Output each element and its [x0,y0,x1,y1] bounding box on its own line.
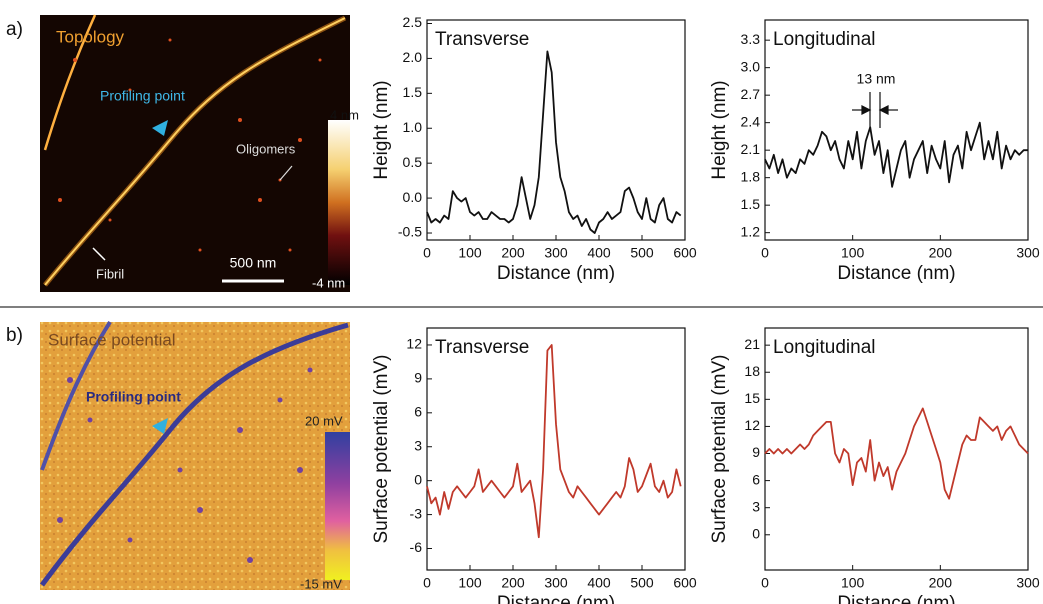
x-tick-label: 200 [929,245,953,261]
y-tick-label: 6 [752,471,760,487]
x-tick-label: 100 [458,245,482,261]
y-axis-label: Surface potential (mV) [371,354,392,543]
x-axis-label: Distance (nm) [497,263,615,284]
x-tick-label: 300 [544,245,568,261]
image-title: Surface potential [48,330,176,349]
panel-label: a) [6,19,23,40]
image-annotation: Profiling point [86,389,181,405]
y-tick-label: -6 [410,539,423,555]
y-tick-label: 1.2 [741,223,761,239]
x-tick-label: 300 [1016,575,1040,591]
y-tick-label: 0.0 [403,189,423,205]
y-tick-label: 1.0 [403,119,423,135]
y-tick-label: 9 [414,370,422,386]
topology-image [40,14,350,292]
x-tick-label: 0 [761,575,769,591]
x-axis-label: Distance (nm) [837,593,955,604]
colorbar-min: -15 mV [300,576,342,591]
x-tick-label: 500 [630,575,654,591]
plot-frame [764,327,1029,571]
y-tick-label: 2.7 [741,86,761,102]
y-tick-label: 2.0 [403,49,423,65]
y-axis-label: Surface potential (mV) [709,354,730,543]
line [426,344,682,539]
x-tick-label: 500 [630,245,654,261]
x-tick-label: 200 [929,575,953,591]
panel-label: b) [6,325,23,346]
x-tick-label: 200 [501,575,525,591]
plot-frame [426,327,686,571]
y-tick-label: 2.5 [403,14,423,30]
line [426,50,682,234]
y-tick-label: 3.3 [741,31,761,47]
colorbar-max: 20 mV [305,413,343,428]
y-tick-label: 2.1 [741,141,761,157]
y-tick-label: 18 [744,363,760,379]
colorbar-min: -4 nm [312,275,345,290]
x-tick-label: 100 [458,575,482,591]
potential-image [39,320,350,590]
x-tick-label: 400 [587,245,611,261]
chart-title: Longitudinal [773,337,875,358]
y-tick-label: 6 [414,404,422,420]
y-tick-label: 2.4 [741,113,761,129]
line [764,407,1029,500]
annotation: 13 nm [857,71,896,87]
y-tick-label: 1.5 [403,84,423,100]
x-tick-label: 300 [544,575,568,591]
scale-bar-label: 500 nm [230,255,277,271]
chart-title: Transverse [435,29,529,50]
y-tick-label: 12 [744,417,760,433]
colorbar-max: 4 nm [330,107,359,122]
x-tick-label: 100 [841,245,865,261]
x-tick-label: 200 [501,245,525,261]
y-tick-label: 12 [406,336,422,352]
y-tick-label: -0.5 [398,224,422,240]
x-tick-label: 100 [841,575,865,591]
x-tick-label: 400 [587,575,611,591]
x-axis-label: Distance (nm) [837,263,955,284]
y-tick-label: 0 [752,525,760,541]
image-annotation: Profiling point [100,88,185,104]
y-tick-label: -3 [410,505,423,521]
x-tick-label: 0 [423,245,431,261]
y-tick-label: 9 [752,444,760,460]
y-tick-label: 15 [744,390,760,406]
x-tick-label: 0 [761,245,769,261]
image-title: Topology [56,27,125,46]
x-axis-label: Distance (nm) [497,593,615,604]
width-marker [852,92,898,128]
x-tick-label: 600 [673,245,697,261]
image-annotation: Fibril [96,266,124,281]
y-tick-label: 0 [414,471,422,487]
y-tick-label: 1.5 [741,196,761,212]
x-tick-label: 0 [423,575,431,591]
y-tick-label: 0.5 [403,154,423,170]
chart-title: Transverse [435,337,529,358]
y-tick-label: 3.0 [741,58,761,74]
y-tick-label: 3 [414,437,422,453]
y-axis-label: Height (nm) [709,80,730,179]
image-annotation: Oligomers [236,141,296,156]
y-axis-label: Height (nm) [371,80,392,179]
y-tick-label: 21 [744,336,760,352]
x-tick-label: 300 [1016,245,1040,261]
plot-frame [764,19,1029,241]
line [764,121,1028,188]
x-tick-label: 600 [673,575,697,591]
y-tick-label: 3 [752,498,760,514]
y-tick-label: 1.8 [741,168,761,184]
chart-title: Longitudinal [773,29,875,50]
